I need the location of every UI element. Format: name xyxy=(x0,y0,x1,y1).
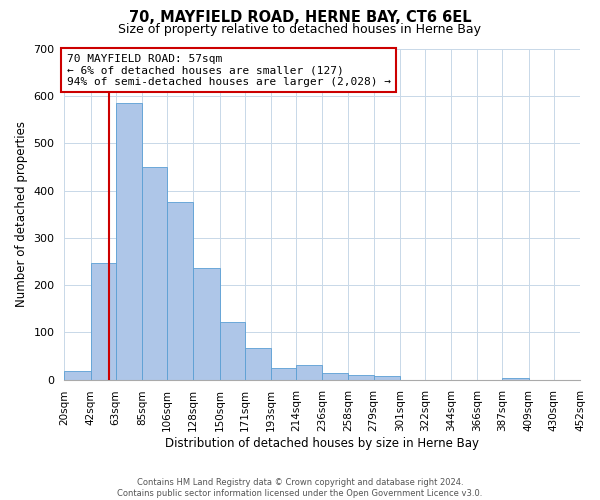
Bar xyxy=(64,371,91,380)
Bar xyxy=(167,202,193,380)
Bar xyxy=(374,376,400,380)
Bar xyxy=(193,268,220,380)
Bar xyxy=(220,322,245,380)
X-axis label: Distribution of detached houses by size in Herne Bay: Distribution of detached houses by size … xyxy=(165,437,479,450)
Text: 70, MAYFIELD ROAD, HERNE BAY, CT6 6EL: 70, MAYFIELD ROAD, HERNE BAY, CT6 6EL xyxy=(128,10,472,25)
Bar xyxy=(296,366,322,380)
Bar xyxy=(116,104,142,380)
Bar xyxy=(271,368,296,380)
Bar xyxy=(245,348,271,380)
Bar xyxy=(502,378,529,380)
Y-axis label: Number of detached properties: Number of detached properties xyxy=(15,122,28,308)
Bar xyxy=(91,263,116,380)
Text: Size of property relative to detached houses in Herne Bay: Size of property relative to detached ho… xyxy=(119,22,482,36)
Bar xyxy=(349,375,374,380)
Text: 70 MAYFIELD ROAD: 57sqm
← 6% of detached houses are smaller (127)
94% of semi-de: 70 MAYFIELD ROAD: 57sqm ← 6% of detached… xyxy=(67,54,391,87)
Bar xyxy=(142,167,167,380)
Text: Contains HM Land Registry data © Crown copyright and database right 2024.
Contai: Contains HM Land Registry data © Crown c… xyxy=(118,478,482,498)
Bar xyxy=(322,374,349,380)
